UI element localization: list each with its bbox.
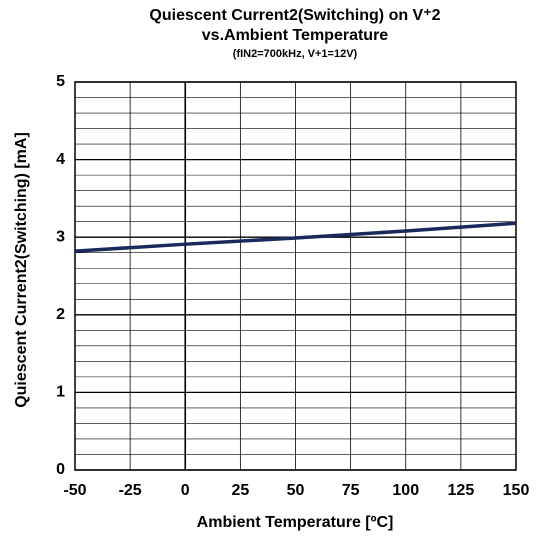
- y-tick-label: 4: [56, 151, 65, 168]
- x-tick-label: 0: [181, 482, 190, 499]
- x-tick-label: 50: [287, 482, 305, 499]
- x-tick-label: 150: [503, 482, 530, 499]
- x-tick-label: 125: [448, 482, 475, 499]
- y-tick-label: 0: [56, 461, 65, 478]
- data-line: [74, 221, 517, 253]
- plot-frame: [74, 81, 517, 471]
- x-axis-label: Ambient Temperature [ºC]: [197, 514, 394, 531]
- x-tick-label: 100: [392, 482, 419, 499]
- y-tick-label: 2: [56, 306, 65, 323]
- chart-title: Quiescent Current2(Switching) on V⁺2: [149, 7, 440, 24]
- y-tick-label: 1: [56, 384, 65, 401]
- y-tick-label: 3: [56, 228, 65, 245]
- chart-subtitle: vs.Ambient Temperature: [202, 27, 389, 44]
- y-tick-label: 5: [56, 73, 65, 90]
- x-tick-label: -25: [119, 482, 142, 499]
- x-tick-label: -50: [63, 482, 86, 499]
- chart-condition: (fIN2=700kHz, V+1=12V): [233, 48, 358, 60]
- y-axis-label: Quiescent Current2(Switching) [mA]: [13, 132, 30, 408]
- x-tick-label: 75: [342, 482, 360, 499]
- x-tick-label: 25: [231, 482, 249, 499]
